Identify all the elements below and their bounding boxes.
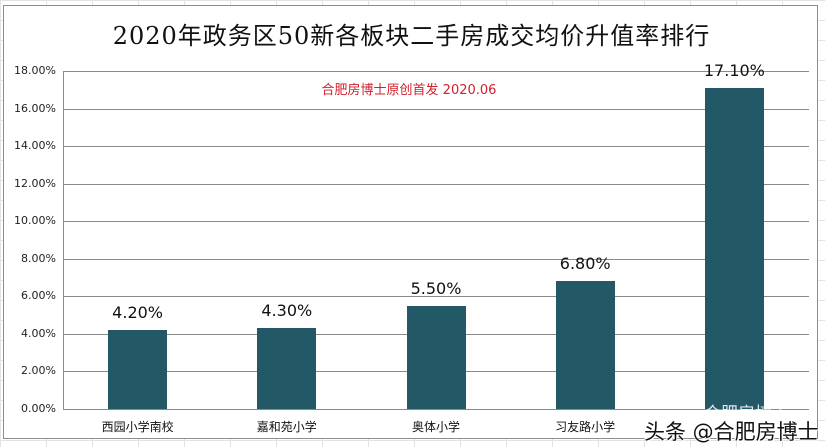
- y-axis-line: [63, 71, 64, 409]
- gridline: [63, 146, 809, 148]
- gridline: [63, 409, 809, 410]
- bar[interactable]: [108, 330, 168, 409]
- x-axis-category-label: 习友路小学: [555, 420, 616, 434]
- gridline: [63, 296, 809, 298]
- watermark-ghost-text: 合肥房博士: [704, 404, 789, 424]
- gridline: [63, 71, 809, 72]
- bar-value-label: 4.20%: [112, 303, 163, 323]
- toutiao-watermark: 头条 @合肥房博士: [644, 420, 819, 444]
- bar-value-label: 6.80%: [559, 254, 611, 274]
- bar-value-label: 5.50%: [410, 278, 462, 298]
- gridline: [63, 258, 809, 260]
- y-axis-tick-label: 12.00%: [14, 176, 56, 190]
- y-axis-tick-label: 16.00%: [14, 101, 56, 115]
- gridline: [63, 108, 809, 110]
- y-axis-tick-label: 14.00%: [14, 139, 56, 153]
- gridline: [63, 183, 809, 185]
- y-axis-tick-label: 4.00%: [21, 326, 56, 340]
- chart-container[interactable]: 2020年政务区50新各板块二手房成交均价升值率排行 合肥房博士原创首发 202…: [3, 5, 819, 444]
- y-axis-tick-label: 2.00%: [21, 364, 56, 378]
- y-axis-tick-label: 8.00%: [21, 251, 56, 265]
- bar[interactable]: [257, 328, 317, 409]
- bar[interactable]: [555, 281, 615, 409]
- gridline: [63, 221, 809, 223]
- x-axis-category-label: 西园小学南校: [101, 420, 174, 434]
- y-axis-tick-label: 18.00%: [14, 64, 56, 77]
- chart-title: 2020年政务区50新各板块二手房成交均价升值率排行: [112, 22, 711, 50]
- x-axis-category-label: 奥体小学: [411, 420, 460, 434]
- x-axis-category-label: 嘉和苑小学: [256, 420, 317, 434]
- y-axis-tick-label: 6.00%: [21, 289, 56, 303]
- bar-value-label: 4.30%: [261, 301, 313, 321]
- y-axis-tick-label: 10.00%: [14, 214, 56, 228]
- y-axis-tick-label: 0.00%: [21, 402, 56, 415]
- bar[interactable]: [406, 305, 466, 409]
- bar-value-label: 17.10%: [703, 60, 765, 80]
- source-note: 合肥房博士原创首发 2020.06: [321, 83, 497, 98]
- bar[interactable]: [704, 87, 764, 409]
- plot-area: 0.00% 2.00% 4.00% 6.00% 8.00% 10.00% 12.00% 14.…: [4, 6, 819, 440]
